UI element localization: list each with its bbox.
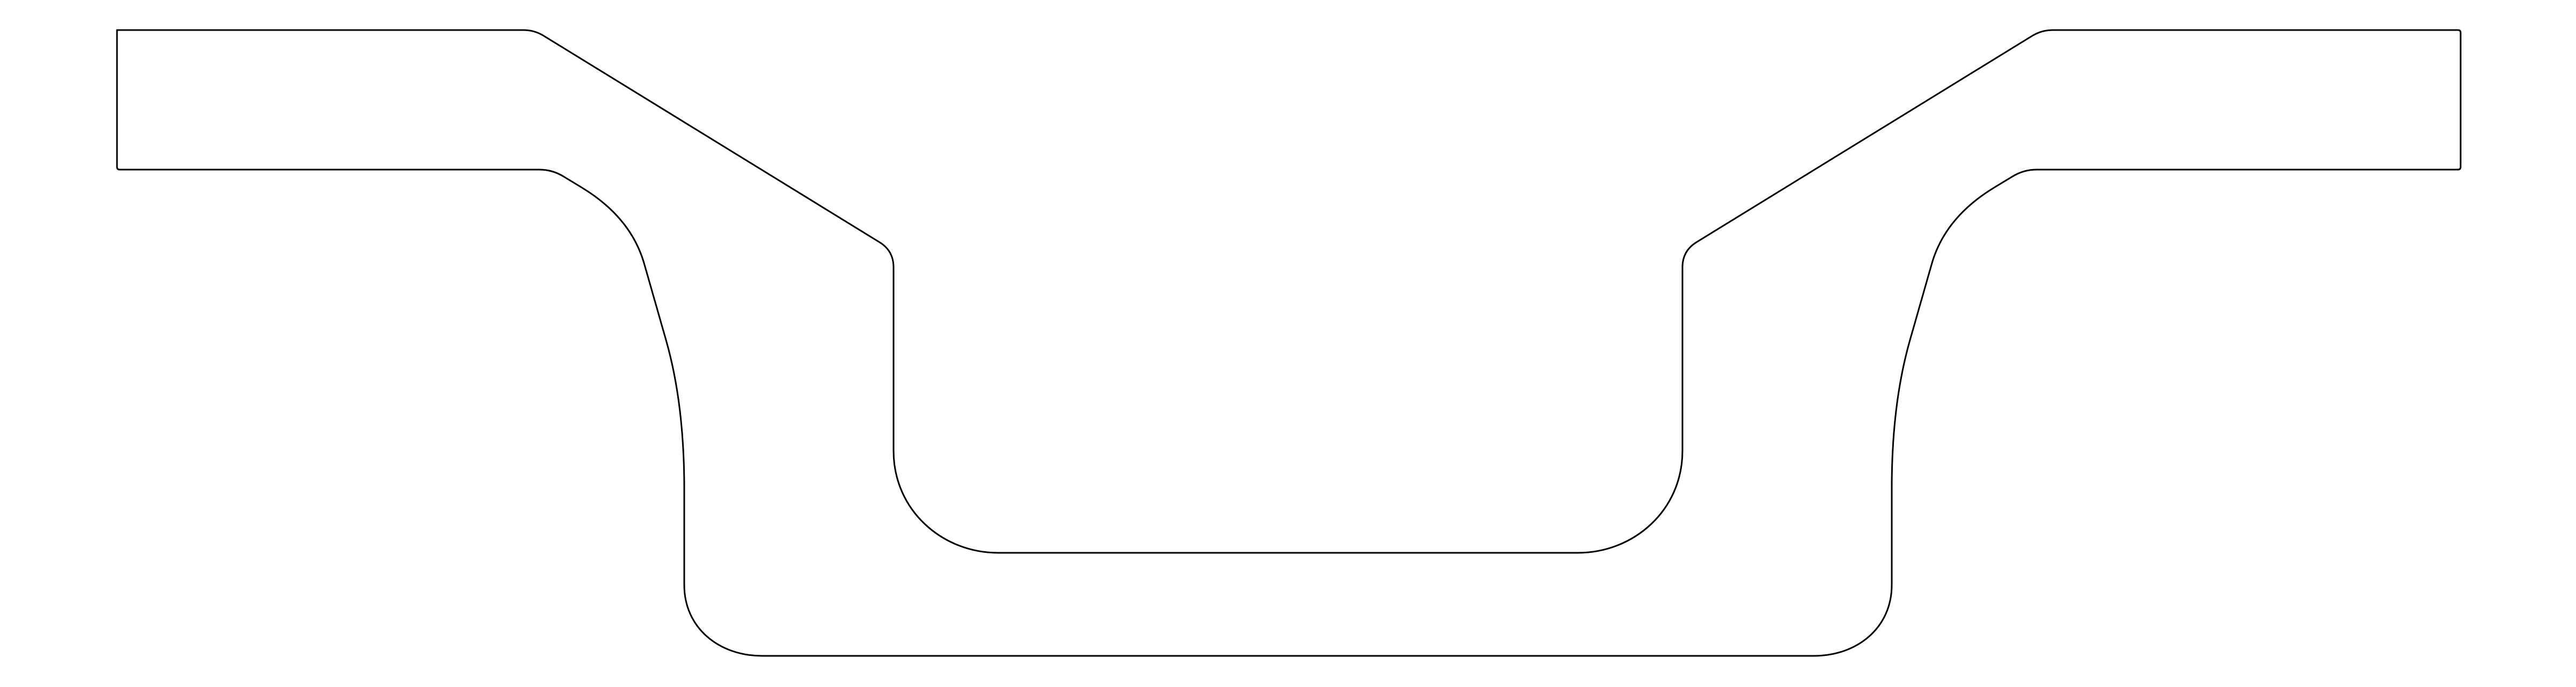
profile-outline: [116, 29, 2462, 657]
outer-channel-outline: [116, 29, 2459, 657]
inner-channel-outline: [892, 29, 2462, 554]
left-flange-outline: [116, 29, 895, 452]
